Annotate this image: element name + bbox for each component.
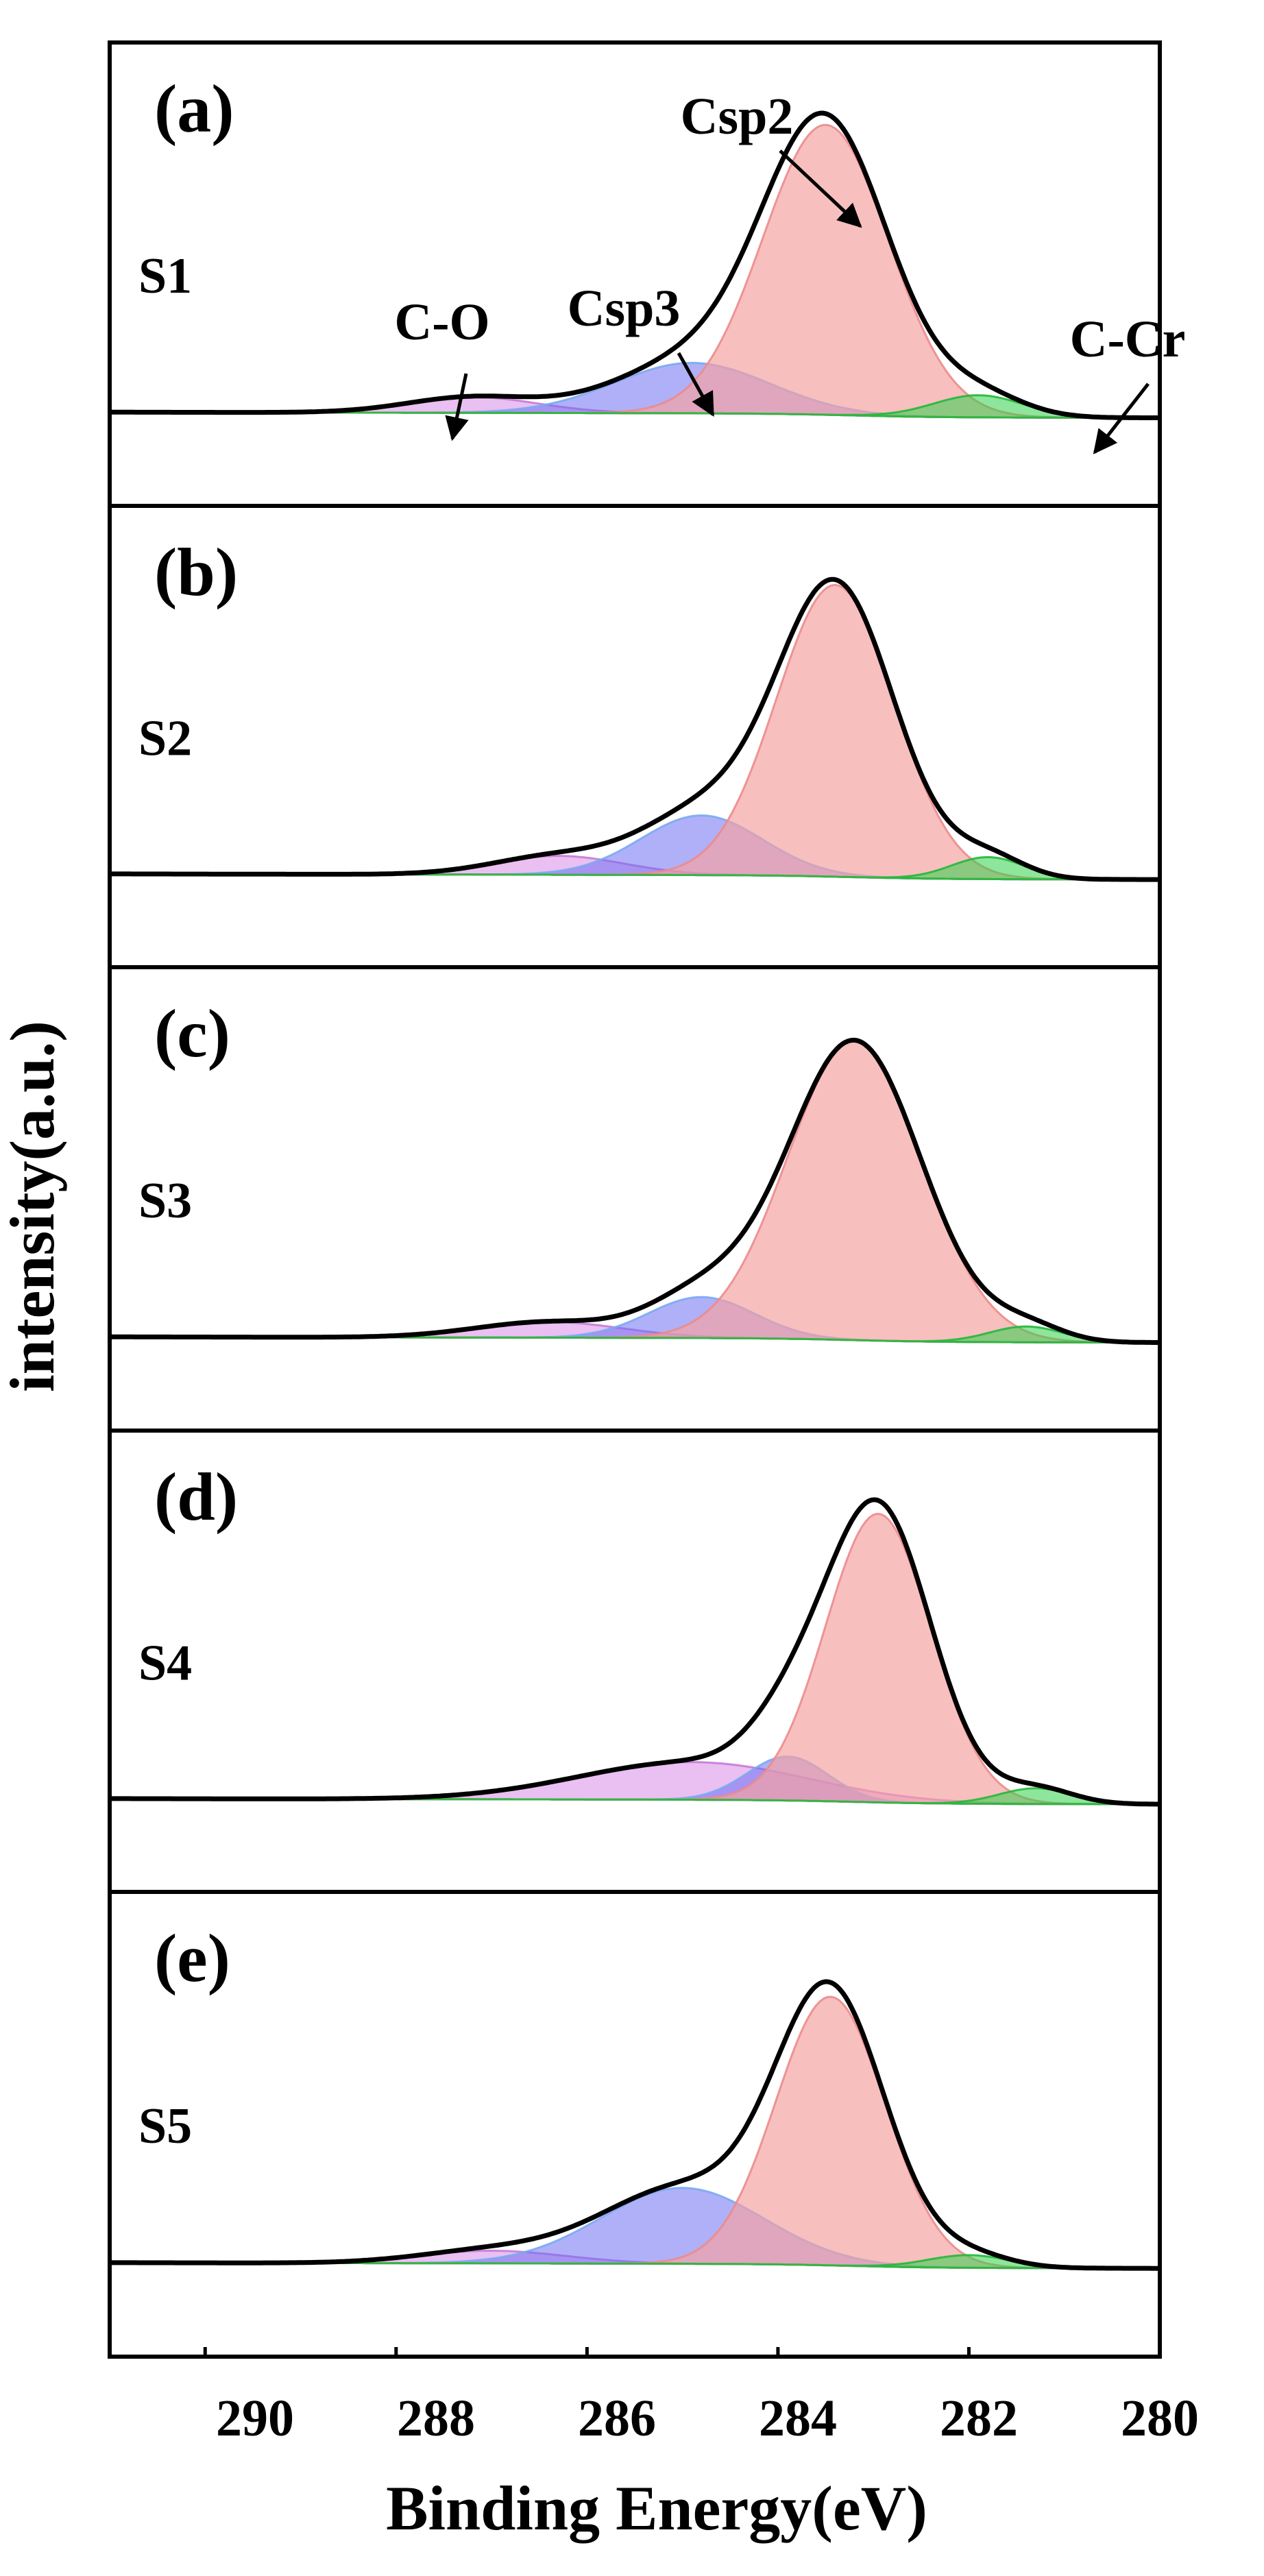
panel-letter: (a): [154, 71, 234, 147]
panel-frame: [108, 965, 1162, 1433]
xps-panel-s3: (c) S3: [108, 965, 1162, 1433]
y-axis-label: intensity(a.u.): [0, 1021, 67, 1392]
annotation-arrow: [779, 149, 862, 228]
x-axis-label: Binding Energy(eV): [386, 2473, 927, 2543]
x-tick-labels: 290 288 286 284 282 280: [216, 2390, 1199, 2447]
annotation-csp3: Csp3: [568, 280, 681, 337]
xps-panel-s4: (d) S4: [108, 1429, 1162, 1894]
sample-label: S2: [138, 710, 192, 766]
annotation-c-cr: C-Cr: [1070, 311, 1186, 368]
panel-letter: (c): [154, 995, 230, 1071]
annotation-c-o: C-O: [394, 293, 489, 351]
sample-label: S3: [138, 1173, 192, 1229]
x-tick-marks: [203, 2347, 1162, 2357]
x-tick-label: 282: [940, 2390, 1018, 2447]
sample-label: S1: [138, 248, 192, 304]
panels: (a) S1 (b) S2 (c) S3 (d) S4 (e) S5 Csp2 Csp3 C-O C-Cr: [108, 40, 1186, 2359]
panel-letter: (b): [154, 534, 238, 610]
panel-frame: [108, 504, 1162, 969]
x-tick-label: 286: [578, 2390, 656, 2447]
x-tick-label: 284: [759, 2390, 837, 2447]
peak-csp2: [110, 583, 1160, 881]
panel-letter: (d): [154, 1459, 238, 1535]
panel-frame: [108, 40, 1162, 508]
envelope-line: [110, 1037, 1158, 1345]
envelope-line: [110, 110, 1158, 420]
xps-panel-s1: (a) S1: [108, 40, 1162, 508]
sample-label: S5: [138, 2098, 192, 2154]
peak-annotations: Csp2 Csp3 C-O C-Cr: [394, 88, 1186, 454]
envelope-line: [110, 1979, 1158, 2271]
x-tick-label: 288: [397, 2390, 475, 2447]
annotation-arrow: [445, 373, 469, 441]
x-tick-label: 290: [216, 2390, 294, 2447]
xps-panel-s2: (b) S2: [108, 504, 1162, 969]
panel-frame: [108, 1429, 1162, 1894]
xps-panel-s5: (e) S5: [108, 1890, 1162, 2359]
envelope-line: [110, 576, 1158, 882]
peak-csp2: [110, 1039, 1161, 1344]
peak-csp2: [110, 1512, 1160, 1806]
annotation-csp2: Csp2: [681, 88, 794, 145]
envelope-line: [110, 1497, 1158, 1807]
x-tick-label: 280: [1121, 2390, 1199, 2447]
panel-letter: (e): [154, 1920, 230, 1996]
annotation-arrow: [1093, 382, 1150, 454]
peak-c-cr: [110, 2254, 1160, 2270]
panel-frame: [108, 1890, 1162, 2359]
annotation-arrow: [677, 352, 715, 417]
sample-label: S4: [138, 1635, 192, 1691]
